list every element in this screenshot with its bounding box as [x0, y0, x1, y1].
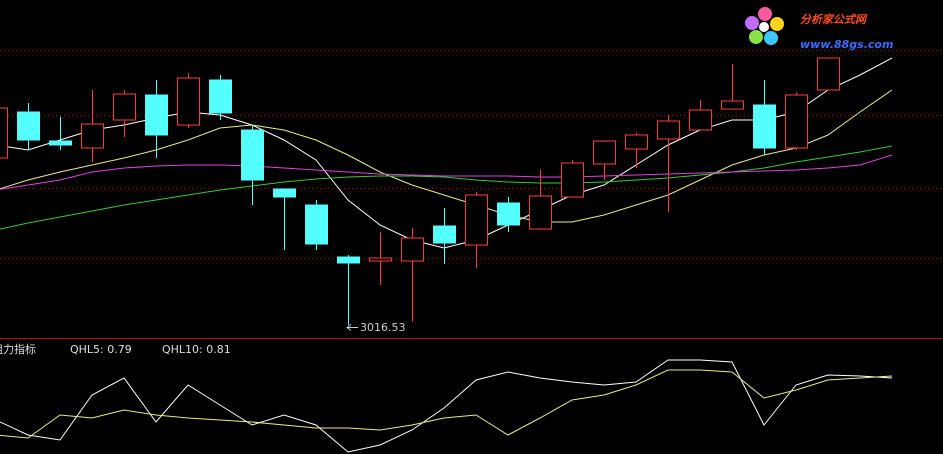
- line-series: [0, 359, 893, 453]
- indicator-title: 阻力指标: [0, 342, 36, 356]
- candle-body: [337, 256, 360, 264]
- logo-center: [759, 22, 769, 32]
- candle-body: [689, 109, 712, 131]
- candle-body: [593, 140, 616, 165]
- candle-body: [625, 134, 648, 150]
- candle-body: [465, 194, 488, 246]
- candle-body: [497, 202, 520, 226]
- line-series: [0, 89, 893, 223]
- logo-petal: [770, 17, 784, 31]
- logo-title: 分析家公式网: [800, 13, 868, 26]
- candle-body: [369, 257, 392, 262]
- candle-body: [0, 107, 8, 159]
- candle-body: [401, 237, 424, 262]
- candle-body: [145, 94, 168, 136]
- indicator-panel: [0, 359, 893, 453]
- line-series: [0, 369, 893, 439]
- logo: 分析家公式网 www.88gs.com: [745, 7, 893, 51]
- low-annotation: 3016.53: [360, 321, 406, 334]
- candle-body: [657, 120, 680, 140]
- annotation: 3016.53: [346, 321, 406, 334]
- legend-entry: QHL10: 0.81: [162, 343, 231, 356]
- price-panel: [0, 57, 893, 325]
- annotation-arrow-head: [346, 324, 352, 331]
- candle-body: [177, 77, 200, 126]
- candle-body: [785, 94, 808, 149]
- logo-petal: [745, 16, 759, 30]
- candle-body: [209, 79, 232, 114]
- candle-body: [81, 123, 104, 149]
- legend-entry: QHL5: 0.79: [70, 343, 132, 356]
- line-series: [0, 145, 893, 230]
- candle-body: [113, 93, 136, 121]
- candle-body: [561, 162, 584, 198]
- candle-body: [49, 140, 72, 146]
- logo-petal: [749, 30, 763, 44]
- logo-url: www.88gs.com: [800, 38, 893, 51]
- candle-body: [241, 129, 264, 181]
- candle-body: [17, 111, 40, 141]
- line-series: [0, 154, 893, 190]
- candle-body: [753, 104, 776, 149]
- candle-body: [721, 100, 744, 110]
- candle-body: [529, 195, 552, 230]
- logo-petal: [764, 31, 778, 45]
- logo-petal: [758, 7, 772, 21]
- candle-body: [817, 57, 840, 91]
- candle-body: [273, 188, 296, 198]
- candle-body: [305, 204, 328, 245]
- candle-body: [433, 225, 456, 244]
